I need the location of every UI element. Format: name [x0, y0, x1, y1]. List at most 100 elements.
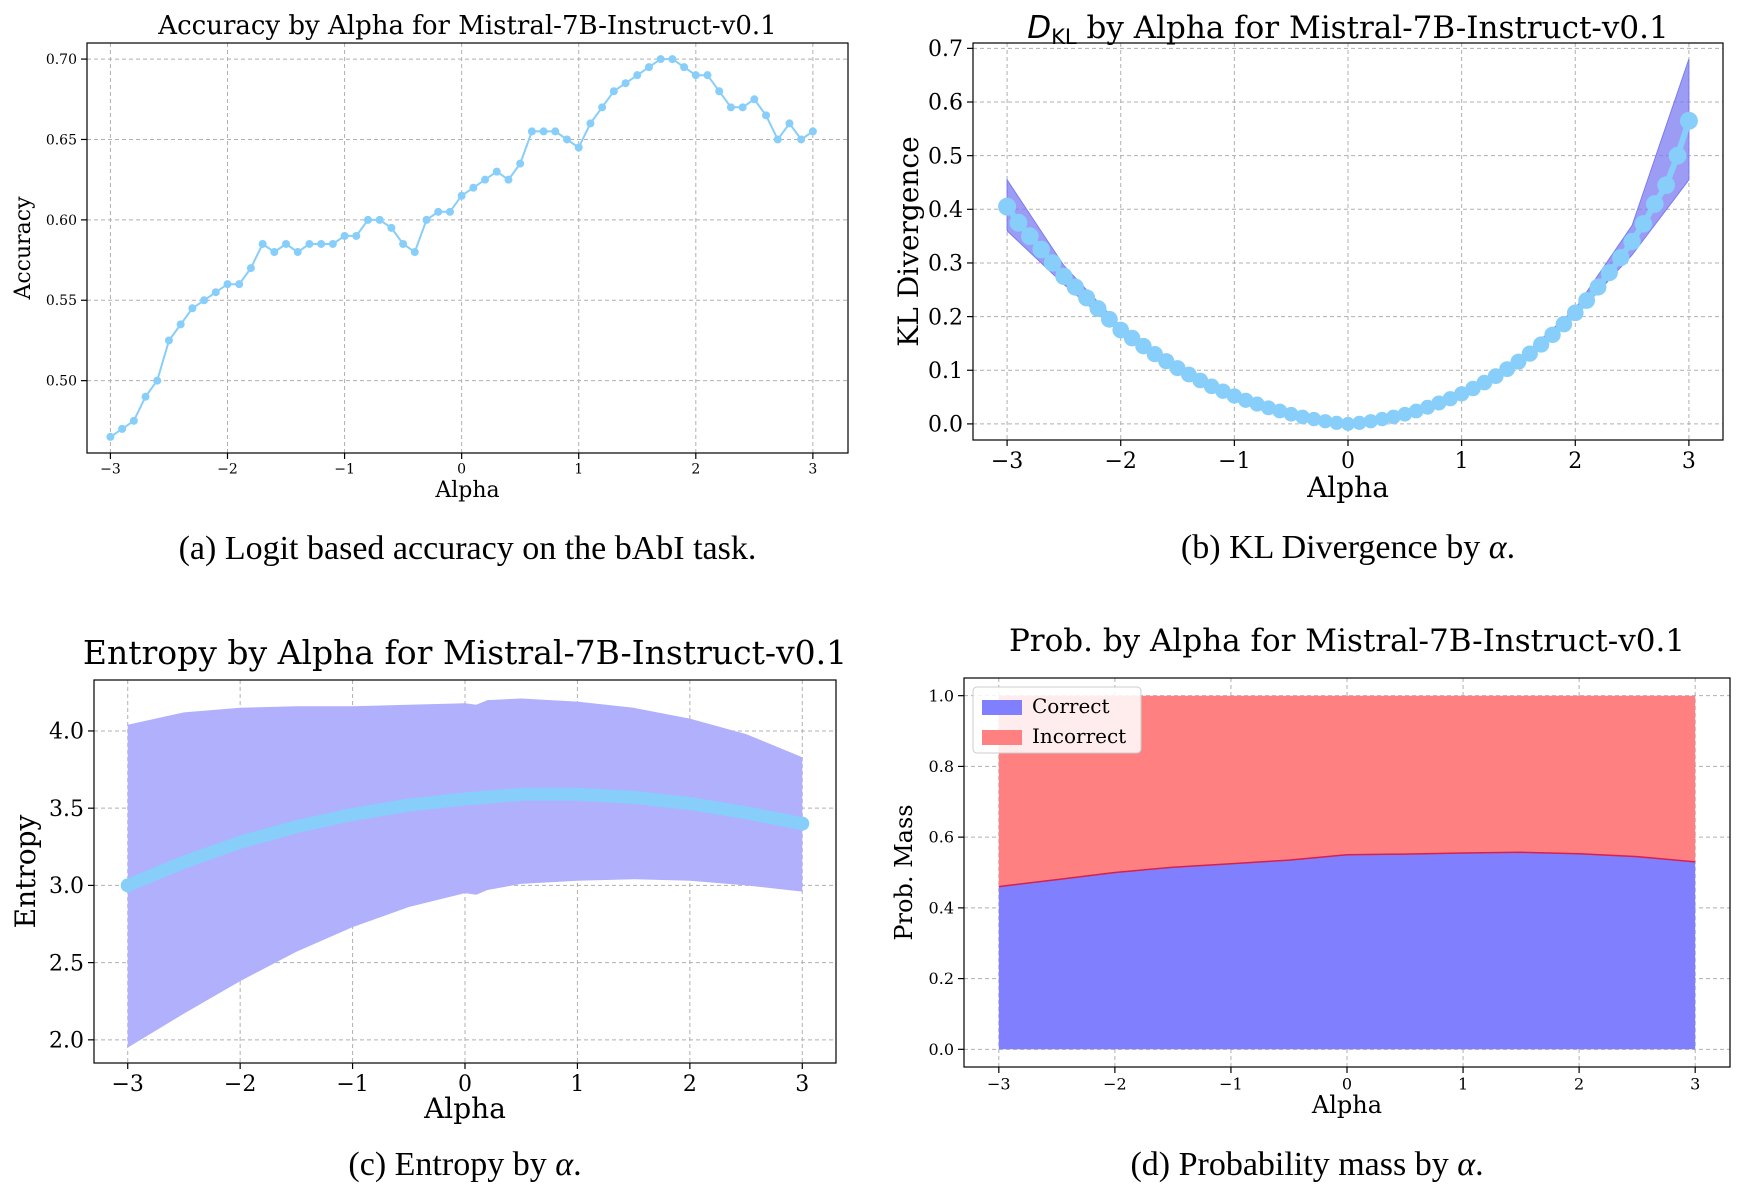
legend: Correct Incorrect	[972, 686, 1142, 754]
kl-point	[1123, 329, 1141, 347]
caption: (d) Probability mass by α.	[1130, 1146, 1483, 1183]
y-tick-label: 0.5	[928, 144, 963, 169]
accuracy-point	[563, 135, 572, 144]
kl-point	[1657, 176, 1676, 195]
x-tick-label: −1	[334, 462, 355, 478]
x-tick-label: 0	[458, 1072, 472, 1097]
y-tick-label: 0.70	[46, 52, 77, 68]
x-axis-label: Alpha	[1306, 471, 1389, 504]
incorrect-area	[998, 695, 1696, 887]
y-tick-label: 0.6	[929, 828, 954, 847]
entropy-chart: −3 −2 −1 0 1 2 3 2.0 2.5 3.0 3.5 4.0 Alpha Entropy Ent…	[9, 633, 847, 1183]
accuracy-point	[246, 264, 255, 273]
caption-period: .	[573, 1146, 582, 1183]
accuracy-point	[551, 127, 560, 136]
accuracy-point	[785, 119, 794, 128]
kl-point	[1431, 395, 1447, 411]
kl-point	[1318, 414, 1333, 429]
y-axis-label: Entropy	[9, 814, 42, 928]
accuracy-point	[633, 71, 642, 80]
chart-title: Entropy by Alpha for Mistral-7B-Instruct…	[83, 633, 847, 672]
kl-point	[998, 197, 1017, 216]
kl-point	[1646, 195, 1664, 213]
accuracy-point	[434, 207, 443, 216]
caption: (c) Entropy by α.	[348, 1146, 581, 1183]
accuracy-point	[539, 127, 548, 136]
accuracy-point	[726, 103, 735, 112]
caption-text: (d) Probability mass by	[1130, 1146, 1457, 1183]
accuracy-point	[808, 127, 817, 136]
y-tick-label: 3.5	[49, 797, 84, 822]
kl-point	[1420, 399, 1436, 415]
x-tick-label: −2	[224, 1072, 256, 1097]
probability-mass-chart: −3 −2 −1 0 1 2 3 0.0 0.2 0.4 0.6 0.8 1.0 Alpha Prob. M…	[890, 623, 1731, 1183]
accuracy-point	[797, 135, 806, 144]
accuracy-point	[223, 280, 232, 289]
caption-alpha-symbol: α	[1489, 529, 1508, 566]
legend-swatch	[982, 700, 1022, 715]
kl-point	[1487, 368, 1504, 385]
y-tick-label: 2.0	[49, 1029, 84, 1054]
accuracy-point	[492, 167, 501, 176]
y-tick-label: 0.8	[929, 757, 954, 776]
accuracy-point	[375, 215, 384, 224]
kl-point	[1009, 213, 1028, 232]
entropy-point	[795, 816, 810, 831]
kl-point	[1510, 353, 1527, 370]
accuracy-point	[703, 71, 712, 80]
accuracy-point	[668, 55, 677, 64]
accuracy-point	[282, 239, 291, 248]
accuracy-point	[328, 239, 337, 248]
accuracy-point	[235, 280, 244, 289]
x-tick-label: 0	[1341, 449, 1355, 474]
x-tick-label: 2	[1568, 449, 1582, 474]
caption-period: .	[1507, 529, 1516, 566]
accuracy-point	[680, 63, 689, 72]
title-kl-subscript: KL	[1051, 25, 1077, 49]
caption-period: .	[1475, 1146, 1484, 1183]
accuracy-point	[762, 111, 771, 120]
accuracy-point	[363, 215, 372, 224]
x-axis-label: Alpha	[423, 1092, 506, 1125]
accuracy-point	[200, 296, 209, 305]
caption-text: (b) KL Divergence by	[1181, 529, 1489, 566]
kl-point	[1078, 289, 1096, 307]
kl-point	[1408, 403, 1424, 419]
x-tick-label: 3	[1690, 1074, 1700, 1093]
kl-point	[1135, 337, 1152, 355]
kl-point	[1374, 411, 1390, 427]
y-tick-label: 0.7	[928, 37, 963, 62]
y-tick-label: 0.55	[46, 293, 77, 309]
x-tick-label: −3	[991, 449, 1023, 474]
kl-point	[1295, 409, 1310, 425]
kl-point	[1306, 411, 1322, 427]
caption-alpha-symbol: α	[1457, 1146, 1476, 1183]
accuracy-point	[691, 71, 700, 80]
y-tick-label: 0.2	[929, 969, 954, 988]
accuracy-point	[141, 392, 150, 401]
x-tick-label: 2	[691, 462, 700, 478]
entropy-confidence-band	[127, 698, 803, 1048]
correct-boundary-line	[998, 851, 1696, 888]
x-tick-label: −3	[112, 1072, 144, 1097]
x-tick-label: 3	[795, 1072, 809, 1097]
x-tick-label: 2	[1574, 1074, 1584, 1093]
kl-point	[1341, 416, 1355, 431]
accuracy-point	[188, 304, 197, 313]
x-tick-label: −1	[336, 1072, 368, 1097]
accuracy-point	[293, 248, 302, 257]
accuracy-point	[598, 103, 607, 112]
accuracy-point	[211, 288, 220, 297]
accuracy-point	[422, 215, 431, 224]
correct-area	[998, 852, 1696, 1050]
kl-point	[1055, 267, 1073, 286]
y-tick-label: 0.65	[46, 132, 77, 148]
kl-point	[1249, 396, 1265, 412]
accuracy-point	[621, 79, 630, 88]
title-text: by Alpha for Mistral-7B-Instruct-v0.1	[1077, 10, 1669, 46]
y-axis-label: KL Divergence	[892, 136, 925, 346]
accuracy-point	[574, 143, 583, 152]
y-tick-label: 4.0	[49, 720, 84, 745]
accuracy-point	[527, 127, 536, 136]
